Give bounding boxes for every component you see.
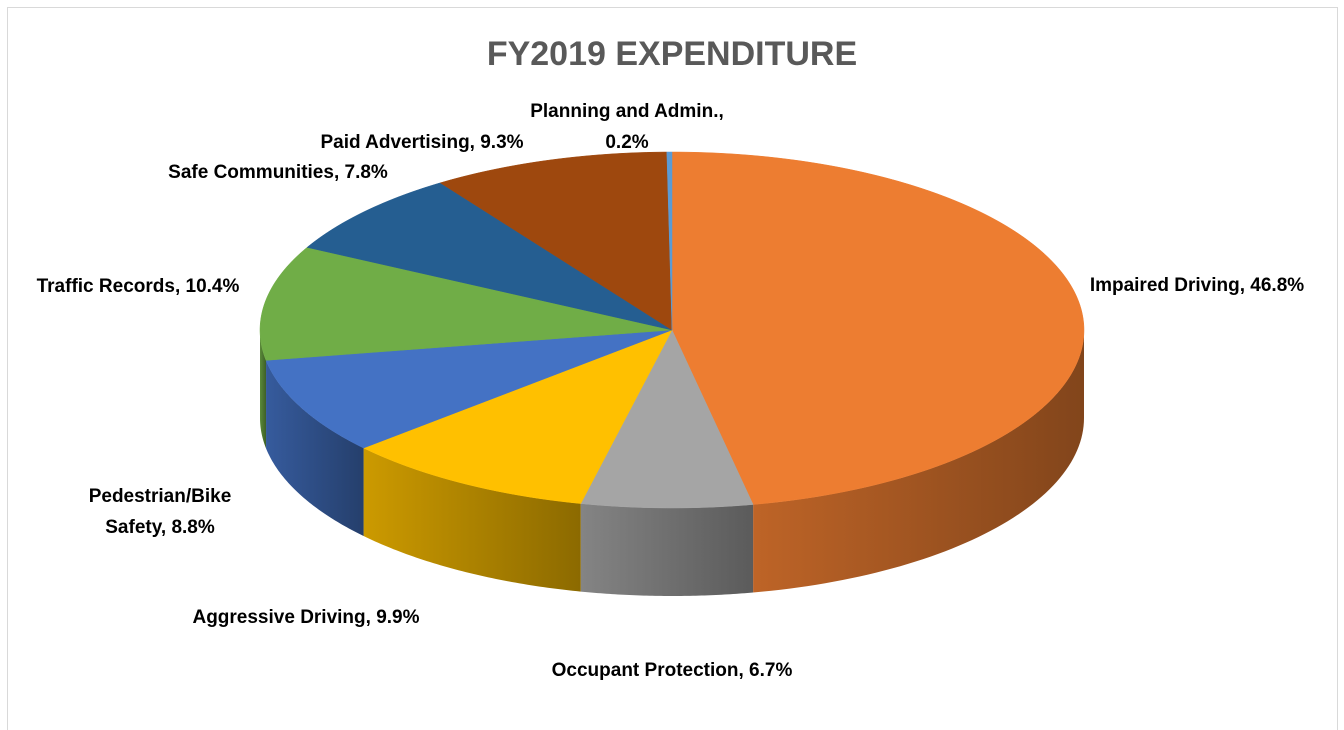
label-category: Safe Communities — [168, 162, 334, 183]
label-value: 10.4% — [185, 276, 240, 297]
data-label: Aggressive Driving, 9.9% — [191, 602, 421, 633]
chart-border — [7, 7, 1338, 730]
pie-slice — [259, 247, 673, 361]
slice-side — [266, 360, 364, 537]
label-separator: , — [333, 162, 340, 183]
pie-slice — [306, 182, 673, 331]
pie-slice — [265, 329, 673, 449]
pie-slice — [580, 329, 754, 509]
label-value: 9.9% — [376, 607, 420, 628]
label-separator: , — [160, 517, 167, 538]
data-label: Traffic Records, 10.4% — [0, 271, 288, 302]
label-value: 9.3% — [480, 132, 524, 153]
data-label: Safe Communities, 7.8% — [161, 157, 396, 188]
data-label: Paid Advertising, 9.3% — [272, 127, 572, 158]
slice-side — [580, 503, 754, 596]
slice-side — [260, 330, 267, 449]
label-separator: , — [174, 276, 181, 297]
label-category: Occupant Protection — [551, 660, 739, 681]
data-label: Pedestrian/Bike Safety, 8.8% — [65, 481, 255, 543]
label-category: Impaired Driving — [1089, 275, 1240, 296]
label-separator: , — [469, 132, 475, 153]
slice-side — [363, 448, 581, 592]
chart-title: FY2019 EXPENDITURE — [487, 35, 857, 73]
pie-slice — [671, 151, 1085, 505]
label-value: 7.8% — [344, 162, 388, 183]
label-category: Traffic Records — [36, 276, 175, 297]
label-value: 0.2% — [605, 132, 649, 153]
label-category: Paid Advertising — [320, 132, 470, 153]
pie-slice — [439, 151, 673, 331]
label-category: Aggressive Driving — [192, 607, 366, 628]
label-separator: , — [718, 101, 724, 122]
label-value: 6.7% — [749, 660, 793, 681]
label-separator: , — [1239, 275, 1246, 296]
pie-slice — [362, 329, 673, 504]
slice-side — [753, 330, 1084, 593]
label-category: Planning and Admin. — [530, 101, 719, 122]
label-category: Pedestrian/Bike Safety — [88, 486, 232, 538]
data-label: Occupant Protection, 6.7% — [547, 655, 797, 686]
label-value: 46.8% — [1250, 275, 1305, 296]
label-value: 8.8% — [171, 517, 215, 538]
pie-slice — [666, 151, 673, 331]
label-separator: , — [738, 660, 744, 681]
label-separator: , — [365, 607, 371, 628]
data-label: Planning and Admin., 0.2% — [507, 96, 747, 158]
data-label: Impaired Driving, 46.8% — [1090, 270, 1305, 301]
